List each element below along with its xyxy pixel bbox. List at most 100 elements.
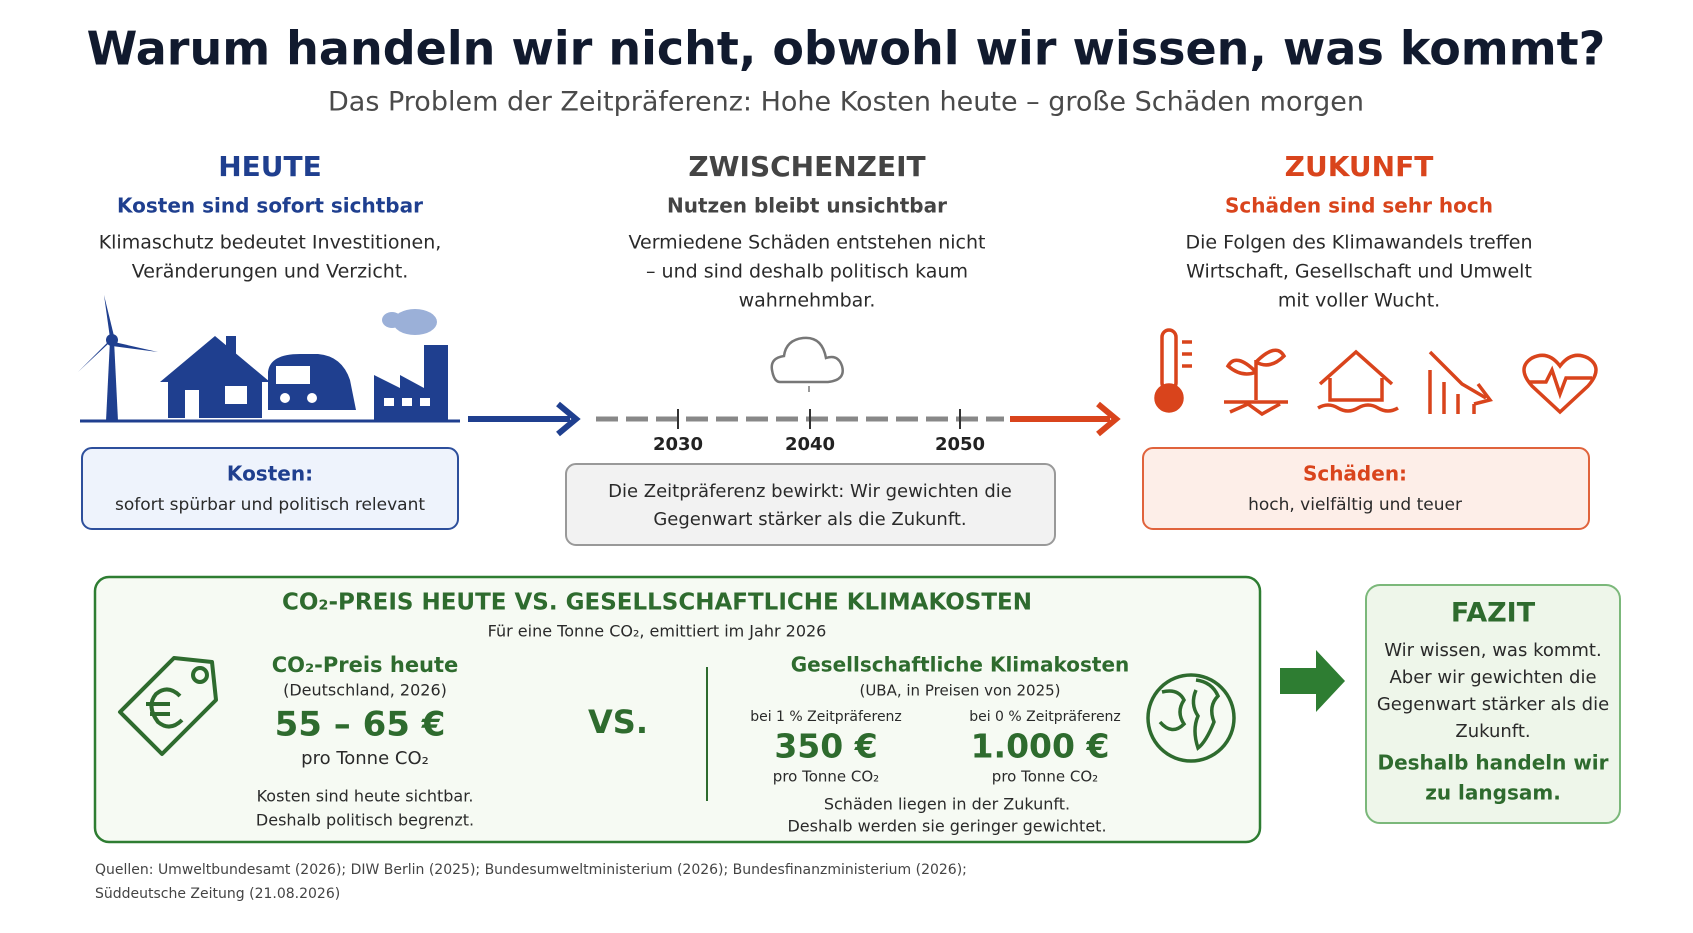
icon-shape <box>1154 383 1184 413</box>
year: 2040 <box>785 434 835 455</box>
icon-shape <box>225 386 247 404</box>
box-title: Schäden: <box>1303 462 1407 486</box>
col-text: mit voller Wucht. <box>1278 290 1440 312</box>
vs: VS. <box>588 703 648 741</box>
icon-shape <box>160 336 270 418</box>
icon-shape <box>1146 673 1236 763</box>
left-text: Kosten sind heute sichtbar. <box>257 787 474 806</box>
icon-shape <box>1158 678 1221 751</box>
item-unit: pro Tonne CO₂ <box>992 768 1098 786</box>
icon-shape <box>393 309 437 335</box>
conclusion-emphasis: Deshalb handeln wir <box>1377 751 1608 775</box>
icon-shape <box>384 398 394 406</box>
icon-shape <box>276 366 310 384</box>
col-title: HEUTE <box>218 150 322 183</box>
year: 2050 <box>935 434 985 455</box>
icon-shape <box>191 666 209 684</box>
source: Süddeutsche Zeitung (21.08.2026) <box>95 886 340 902</box>
conclusion-text: Zukunft. <box>1455 721 1530 742</box>
tag-icon <box>118 656 218 756</box>
conclusion-text: Wir wissen, was kommt. <box>1384 640 1601 661</box>
col-text: Veränderungen und Verzicht. <box>132 261 409 283</box>
col-text: Die Folgen des Klimawandels treffen <box>1185 232 1532 254</box>
subtitle: Das Problem der Zeitpräferenz: Hohe Kost… <box>328 87 1364 118</box>
left-price: 55 – 65 € <box>275 705 446 745</box>
conclusion-text: Gegenwart stärker als die <box>1377 694 1609 715</box>
col-zukunft: ZUKUNFT Schäden sind sehr hoch Die Folge… <box>1185 150 1532 312</box>
icon-shape <box>307 393 317 403</box>
left-text: Deshalb politisch begrenzt. <box>256 811 474 830</box>
icon-shape <box>226 336 236 358</box>
conclusion-text: Aber wir gewichten die <box>1389 667 1596 688</box>
year: 2030 <box>653 434 703 455</box>
arrow-green <box>1280 650 1345 712</box>
icon-shape <box>402 398 412 406</box>
right-text: Schäden liegen in der Zukunft. <box>824 795 1070 814</box>
icon-shape <box>556 401 581 437</box>
col-zwischen: ZWISCHENZEIT Nutzen bleibt unsichtbar Ve… <box>628 150 985 312</box>
icon-shape <box>268 354 356 418</box>
left-unit: pro Tonne CO₂ <box>301 748 429 769</box>
icon-shape <box>1528 365 1592 400</box>
icon-shape <box>1160 328 1178 392</box>
col-heute: HEUTE Kosten sind sofort sichtbar Klimas… <box>99 150 442 283</box>
timeline: 2030 2040 2050 <box>468 336 1121 455</box>
item-unit: pro Tonne CO₂ <box>773 768 879 786</box>
col-text: Wirtschaft, Gesellschaft und Umwelt <box>1186 261 1532 283</box>
icons-future <box>1154 328 1598 417</box>
icon-shape <box>1428 350 1487 414</box>
col-text: – und sind deshalb politisch kaum <box>646 261 968 283</box>
icon-shape <box>118 656 218 756</box>
right-note: (UBA, in Preisen von 2025) <box>859 682 1060 700</box>
box-text: sofort spürbar und politisch relevant <box>115 495 425 515</box>
right-title: Gesellschaftliche Klimakosten <box>791 653 1130 677</box>
comparison-subtitle: Für eine Tonne CO₂, emittiert im Jahr 20… <box>488 622 827 641</box>
icon-shape <box>78 340 110 372</box>
icon-shape <box>1224 348 1288 417</box>
icon-shape <box>1522 353 1598 415</box>
source: Quellen: Umweltbundesamt (2026); DIW Ber… <box>95 862 967 878</box>
icon-shape <box>1473 382 1493 406</box>
box-text: Gegenwart stärker als die Zukunft. <box>653 509 966 530</box>
item-label: bei 0 % Zeitpräferenz <box>969 709 1121 725</box>
box-middle <box>565 463 1056 546</box>
icon-shape <box>112 342 158 352</box>
item-price: 1.000 € <box>971 727 1110 766</box>
col-subtitle: Kosten sind sofort sichtbar <box>117 194 423 218</box>
col-title: ZWISCHENZEIT <box>688 150 925 183</box>
conclusion-title: FAZIT <box>1451 598 1536 629</box>
icon-shape <box>770 336 844 384</box>
item-price: 350 € <box>774 727 877 766</box>
conclusion-emphasis: zu langsam. <box>1425 781 1561 805</box>
conclusion-box <box>1365 584 1621 824</box>
box-damages <box>1142 447 1590 530</box>
col-text: Klimaschutz bedeutet Investitionen, <box>99 232 442 254</box>
comparison-box <box>93 575 1262 844</box>
icon-shape <box>374 345 448 420</box>
icon-shape <box>185 390 199 418</box>
box-costs <box>81 447 459 530</box>
icon-shape <box>104 295 114 338</box>
item-label: bei 1 % Zeitpräferenz <box>750 709 902 725</box>
right-text: Deshalb werden sie geringer gewichtet. <box>787 817 1106 836</box>
icon-shape <box>382 312 402 328</box>
col-subtitle: Nutzen bleibt unsichtbar <box>667 194 947 218</box>
icon-shape <box>1096 401 1121 437</box>
col-subtitle: Schäden sind sehr hoch <box>1225 194 1493 218</box>
box-text: hoch, vielfältig und teuer <box>1248 495 1462 515</box>
left-title: CO₂-Preis heute <box>272 653 459 677</box>
icons-today <box>78 295 460 423</box>
box-title: Kosten: <box>227 462 313 486</box>
icon-shape <box>146 687 184 729</box>
col-text: wahrnehmbar. <box>739 290 876 312</box>
box-text: Die Zeitpräferenz bewirkt: Wir gewichten… <box>608 481 1012 502</box>
col-text: Vermiedene Schäden entstehen nicht <box>628 232 985 254</box>
comparison-title: CO₂-PREIS HEUTE VS. GESELLSCHAFTLICHE KL… <box>282 590 1032 616</box>
left-note: (Deutschland, 2026) <box>283 681 447 700</box>
icon-shape <box>420 398 430 406</box>
icon-shape <box>1317 349 1399 413</box>
globe-icon <box>1146 673 1236 763</box>
icon-shape <box>280 393 290 403</box>
